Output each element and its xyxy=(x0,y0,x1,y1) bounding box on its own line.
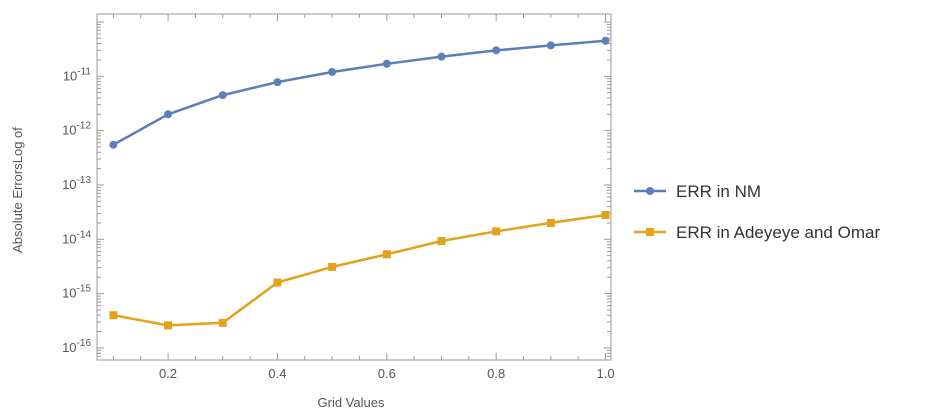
y-tick-label: 10-15 xyxy=(62,284,91,301)
data-point xyxy=(328,262,337,271)
y-axis-title: Absolute ErrorsLog of xyxy=(10,127,25,253)
plot-frame xyxy=(96,13,612,361)
series-line-1 xyxy=(113,213,606,327)
x-tick-label: 1.0 xyxy=(596,366,614,381)
data-point xyxy=(492,227,501,236)
data-point xyxy=(437,52,446,61)
y-tick-label: 10-12 xyxy=(62,121,91,138)
data-point xyxy=(164,321,173,330)
data-point xyxy=(218,318,227,327)
x-tick-label: 0.8 xyxy=(487,366,505,381)
legend-marker-nm xyxy=(646,187,654,195)
data-point xyxy=(382,59,391,68)
legend-marker-adeyeye-omar xyxy=(646,228,654,236)
data-point xyxy=(601,36,610,45)
x-tick-label: 0.2 xyxy=(159,366,177,381)
data-point xyxy=(437,236,446,245)
x-axis-title: Grid Values xyxy=(318,395,385,410)
data-point xyxy=(273,78,282,87)
data-point xyxy=(109,140,118,149)
data-point xyxy=(273,278,282,287)
data-point xyxy=(164,110,173,119)
data-point xyxy=(218,91,227,100)
y-tick-label: 10-16 xyxy=(62,338,91,355)
legend-label-adeyeye-omar: ERR in Adeyeye and Omar xyxy=(676,223,880,242)
data-point xyxy=(109,311,118,320)
legend-entry-nm: ERR in NM xyxy=(634,182,761,201)
x-tick-label: 0.4 xyxy=(268,366,286,381)
plot-area: 0.2 0.4 0.6 0.8 1.0 10-16 10-15 10-14 10-13 10-12… xyxy=(62,13,615,381)
data-point xyxy=(546,41,555,50)
data-point xyxy=(328,67,337,76)
data-point xyxy=(492,46,501,55)
legend: ERR in NM ERR in Adeyeye and Omar xyxy=(634,182,880,242)
y-tick-label: 10-11 xyxy=(63,66,92,83)
data-point xyxy=(382,250,391,259)
legend-entry-adeyeye-omar: ERR in Adeyeye and Omar xyxy=(634,223,880,242)
data-point xyxy=(601,210,610,219)
legend-label-nm: ERR in NM xyxy=(676,182,761,201)
y-tick-label: 10-14 xyxy=(62,229,91,246)
series-line-0 xyxy=(112,39,606,146)
data-point xyxy=(546,218,555,227)
x-tick-label: 0.6 xyxy=(378,366,396,381)
y-tick-label: 10-13 xyxy=(62,175,91,192)
